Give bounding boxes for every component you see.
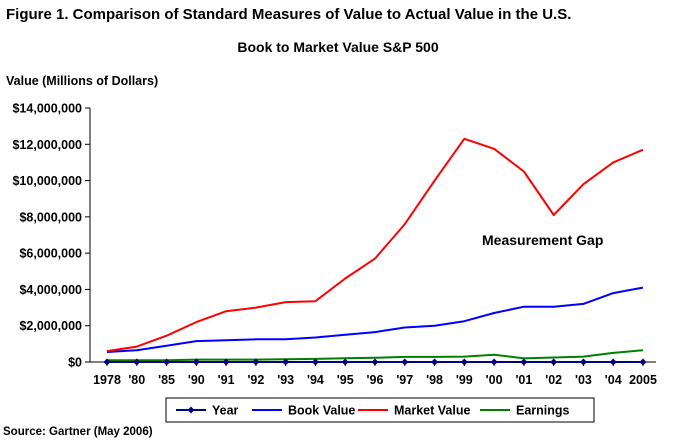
year-point bbox=[133, 358, 141, 366]
year-point bbox=[311, 358, 319, 366]
y-axis-label: Value (Millions of Dollars) bbox=[6, 74, 159, 88]
year-point bbox=[282, 358, 290, 366]
measurement-gap-annotation: Measurement Gap bbox=[482, 232, 603, 248]
x-tick-label: 2005 bbox=[629, 373, 657, 387]
chart-series bbox=[103, 137, 647, 366]
year-point bbox=[222, 358, 230, 366]
book-value-series-line bbox=[106, 286, 644, 353]
x-tick-label: '99 bbox=[456, 373, 473, 387]
year-point bbox=[401, 358, 409, 366]
x-tick-label: '93 bbox=[277, 373, 294, 387]
x-tick-label: '01 bbox=[515, 373, 532, 387]
market-value-series-line bbox=[106, 137, 644, 353]
x-tick-label: '94 bbox=[307, 373, 324, 387]
x-tick-label: '97 bbox=[396, 373, 413, 387]
legend-label-year: Year bbox=[212, 404, 239, 418]
x-tick-label: '92 bbox=[247, 373, 264, 387]
year-point bbox=[431, 358, 439, 366]
x-tick-label: '95 bbox=[337, 373, 354, 387]
legend-label-book-value: Book Value bbox=[288, 404, 355, 418]
x-tick-label: '98 bbox=[426, 373, 443, 387]
year-point bbox=[550, 358, 558, 366]
x-tick-label: '00 bbox=[486, 373, 503, 387]
year-point bbox=[252, 358, 260, 366]
legend-marker-year bbox=[187, 406, 195, 414]
x-tick-label: '80 bbox=[128, 373, 145, 387]
year-point bbox=[103, 358, 111, 366]
year-point bbox=[520, 358, 528, 366]
y-tick-label: $2,000,000 bbox=[19, 319, 82, 333]
x-tick-label: 1978 bbox=[93, 373, 121, 387]
year-point bbox=[163, 358, 171, 366]
y-tick-label: $10,000,000 bbox=[12, 174, 82, 188]
y-tick-label: $0 bbox=[68, 356, 82, 370]
y-axis-ticks: $0 $2,000,000 $4,000,000 $6,000,000 $8,000,0… bbox=[12, 102, 90, 370]
legend-label-market-value: Market Value bbox=[394, 404, 470, 418]
chart-title: Book to Market Value S&P 500 bbox=[237, 39, 439, 55]
x-tick-label: '90 bbox=[188, 373, 205, 387]
chart-legend: Year Book Value Market Value Earnings bbox=[165, 397, 595, 423]
year-point bbox=[460, 358, 468, 366]
y-tick-label: $4,000,000 bbox=[19, 283, 82, 297]
x-axis-ticks: 1978 '80 '85 '90 '91 '92 '93 '94 '95 '96 '97 '98 '99… bbox=[93, 362, 657, 387]
year-point bbox=[639, 358, 647, 366]
legend-label-earnings: Earnings bbox=[516, 404, 570, 418]
x-tick-label: '85 bbox=[158, 373, 175, 387]
y-tick-label: $8,000,000 bbox=[19, 210, 82, 224]
x-tick-label: '91 bbox=[218, 373, 235, 387]
y-tick-label: $12,000,000 bbox=[12, 138, 82, 152]
figure-title: Figure 1. Comparison of Standard Measure… bbox=[6, 6, 572, 23]
year-point bbox=[192, 358, 200, 366]
x-tick-label: '96 bbox=[367, 373, 384, 387]
year-point bbox=[490, 358, 498, 366]
x-tick-label: '02 bbox=[545, 373, 562, 387]
y-tick-label: $6,000,000 bbox=[19, 247, 82, 261]
y-tick-label: $14,000,000 bbox=[12, 102, 82, 116]
year-point bbox=[579, 358, 587, 366]
year-point bbox=[341, 358, 349, 366]
x-tick-label: '03 bbox=[575, 373, 592, 387]
source-note: Source: Gartner (May 2006) bbox=[3, 426, 153, 438]
year-point bbox=[609, 358, 617, 366]
year-point bbox=[371, 358, 379, 366]
x-tick-label: '04 bbox=[605, 373, 622, 387]
